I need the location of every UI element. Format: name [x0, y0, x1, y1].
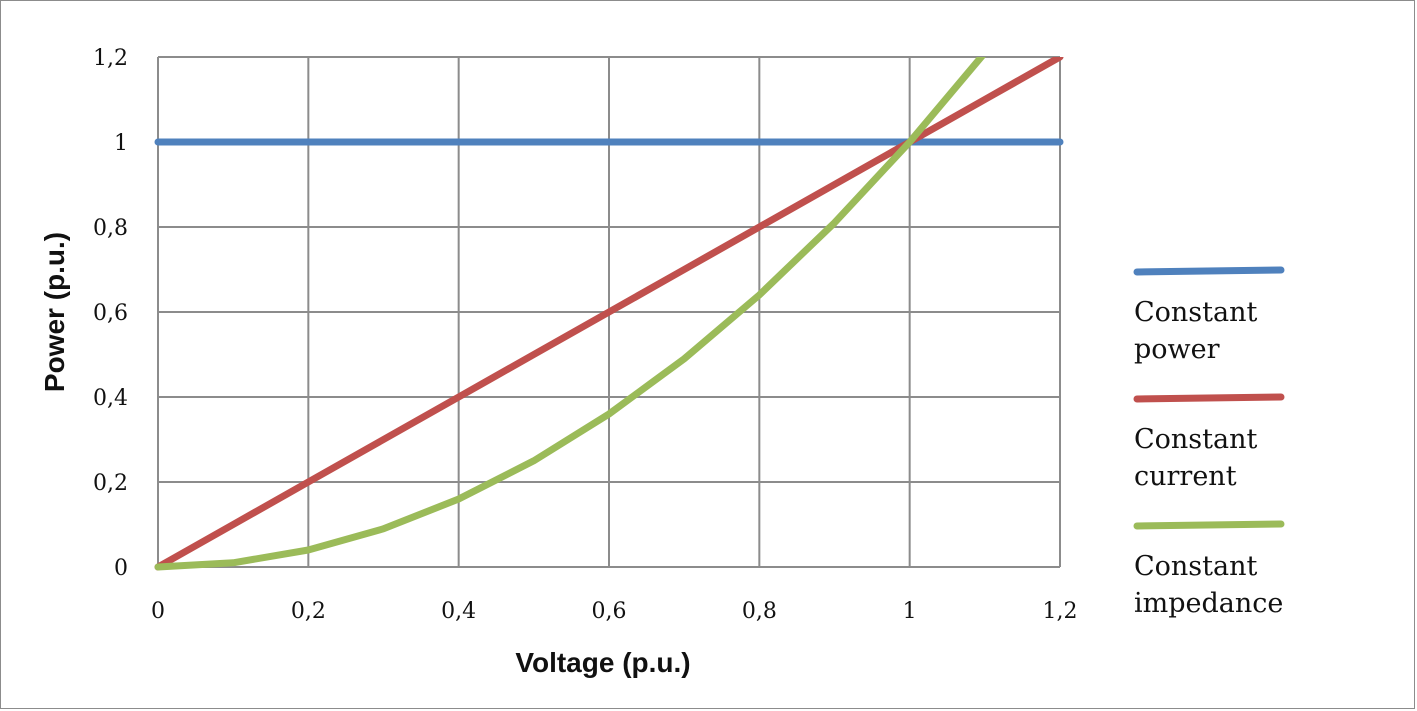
y-tick-labels: 0 0,2 0,4 0,6 0,8 1 1,2 [93, 46, 128, 581]
legend-swatch-constant-power [1133, 266, 1285, 276]
y-tick-label: 0,2 [93, 471, 128, 496]
x-tick-label: 1 [903, 599, 917, 624]
x-tick-label: 1,2 [1043, 599, 1078, 624]
legend-swatch-constant-impedance [1133, 520, 1285, 530]
legend-label-constant-power: Constant power [1134, 297, 1257, 365]
x-tick-label: 0,2 [291, 599, 326, 624]
x-tick-label: 0,4 [441, 599, 476, 624]
legend-label-constant-impedance: Constant impedance [1134, 551, 1283, 619]
x-tick-label: 0,8 [742, 599, 777, 624]
y-tick-label: 1,2 [93, 46, 128, 71]
y-tick-label: 1 [114, 131, 128, 156]
y-tick-label: 0,4 [93, 386, 128, 411]
y-tick-label: 0 [114, 556, 128, 581]
y-tick-label: 0,8 [93, 216, 128, 241]
legend-swatch-constant-current [1133, 393, 1285, 403]
legend-label-constant-current: Constant current [1134, 424, 1257, 492]
series-lines [154, 57, 1064, 571]
x-tick-label: 0 [151, 599, 165, 624]
y-tick-label: 0,6 [93, 301, 128, 326]
x-tick-labels: 0 0,2 0,4 0,6 0,8 1 1,2 [151, 599, 1078, 624]
x-axis-title: Voltage (p.u.) [515, 647, 690, 678]
series-line-constant-impedance [154, 57, 986, 571]
y-axis-title: Power (p.u.) [39, 232, 70, 392]
x-tick-label: 0,6 [592, 599, 627, 624]
legend: Constant power Constant current Constant impe… [1133, 266, 1285, 619]
